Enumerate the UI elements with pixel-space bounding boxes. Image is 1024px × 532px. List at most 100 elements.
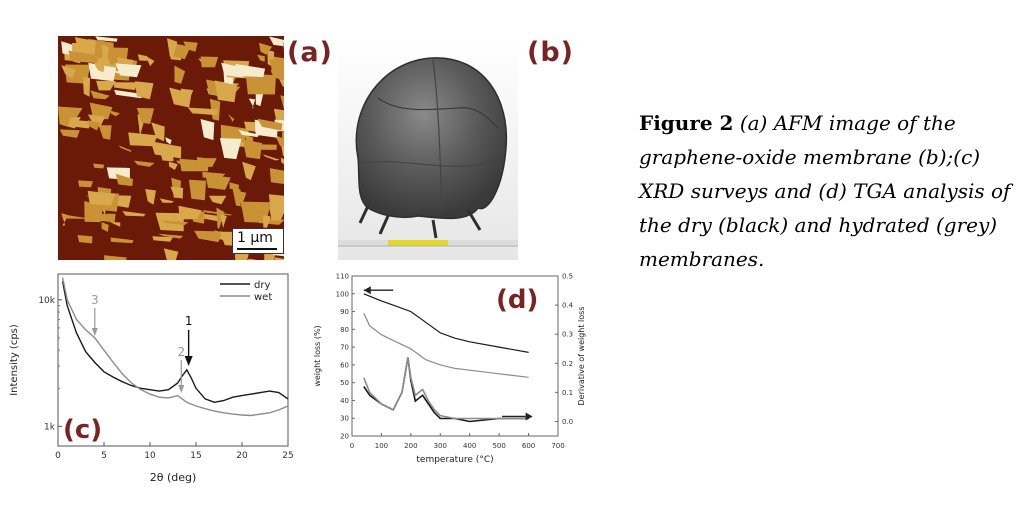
afm-flake <box>262 154 280 161</box>
afm-flake <box>93 62 105 73</box>
xrd-annotation-2: 2 <box>177 345 185 359</box>
afm-flake <box>275 135 284 148</box>
afm-flake <box>168 161 178 170</box>
afm-flake <box>108 110 120 117</box>
afm-flake <box>165 137 172 145</box>
afm-flake <box>269 168 284 184</box>
afm-flake <box>110 237 134 244</box>
xrd-x-tick-label: 10 <box>144 451 156 461</box>
caption-figure-number: Figure 2 <box>639 111 734 135</box>
tga-x-tick-label: 100 <box>375 442 388 450</box>
caption-text: (a) AFM image of the graphene-oxide memb… <box>639 111 1011 271</box>
membrane-photo-svg <box>338 38 518 260</box>
xrd-legend-label: wet <box>254 292 272 303</box>
afm-flake <box>278 78 284 87</box>
afm-texture <box>58 36 284 260</box>
afm-flake <box>162 220 189 226</box>
afm-flake <box>93 163 105 169</box>
tga-y2-tick-label: 0.1 <box>562 389 573 397</box>
xrd-x-tick-label: 20 <box>236 451 248 461</box>
afm-flake <box>71 119 91 129</box>
afm-flake <box>242 161 256 181</box>
membrane-photo <box>338 38 518 260</box>
tga-y-tick-label: 50 <box>340 379 349 387</box>
xrd-annotation-3: 3 <box>91 293 99 307</box>
afm-flakes <box>58 36 284 260</box>
xrd-annotation-1: 1 <box>185 314 193 328</box>
panel-label-c: (c) <box>63 415 102 445</box>
panel-label-d: (d) <box>496 285 538 315</box>
afm-flake <box>183 41 198 52</box>
afm-flake <box>61 65 76 79</box>
xrd-arrowhead-2 <box>178 385 185 393</box>
afm-flake <box>152 236 173 242</box>
xrd-x-axis-label: 2θ (deg) <box>150 471 197 484</box>
afm-flake <box>220 124 250 142</box>
afm-flake <box>133 160 155 167</box>
xrd-series-dry <box>61 281 289 404</box>
tga-x-tick-label: 0 <box>350 442 354 450</box>
tga-y-tick-label: 80 <box>340 326 349 334</box>
afm-flake <box>88 62 117 82</box>
afm-flake <box>158 233 184 239</box>
xrd-arrowhead-1 <box>184 356 193 366</box>
afm-flake <box>262 215 271 228</box>
afm-flake <box>280 157 284 165</box>
tga-y2-tick-label: 0.4 <box>562 302 574 310</box>
afm-flake <box>227 114 235 123</box>
afm-flake <box>129 64 137 77</box>
figure-caption: Figure 2 (a) AFM image of the graphene-o… <box>639 106 1019 276</box>
afm-flake <box>128 132 158 147</box>
afm-flake <box>82 76 91 97</box>
afm-image: 1 μm <box>58 36 284 260</box>
afm-flake <box>81 39 93 58</box>
afm-flake <box>144 55 155 67</box>
xrd-series-wet <box>61 277 289 417</box>
afm-flake <box>122 211 146 217</box>
afm-flake <box>245 73 276 95</box>
afm-flake <box>200 119 215 141</box>
tga-y-tick-label: 100 <box>336 290 349 298</box>
afm-flake <box>167 38 178 57</box>
xrd-chart: 0 5 10 15 20 25 10k 1k 2θ (deg) Intensity (cps) dr… <box>0 268 305 488</box>
afm-flake <box>58 106 83 118</box>
tga-left-arrowhead <box>363 286 371 295</box>
afm-flake <box>220 213 227 232</box>
afm-flake <box>273 108 284 122</box>
afm-flake <box>235 64 266 78</box>
afm-flake <box>269 59 284 81</box>
afm-flake <box>101 44 109 67</box>
xrd-x-tick-label: 5 <box>101 451 107 461</box>
afm-flake <box>170 186 184 199</box>
tga-y2-axis-label: Derivative of weight loss <box>577 306 586 405</box>
afm-flake <box>178 205 202 220</box>
afm-flake <box>231 184 241 207</box>
afm-flake <box>274 257 284 260</box>
afm-flake <box>188 107 218 116</box>
tga-x-tick-label: 300 <box>434 442 447 450</box>
tga-y2-tick-label: 0.0 <box>562 418 573 426</box>
afm-flake <box>109 222 121 227</box>
afm-flake <box>268 194 284 212</box>
afm-flake <box>202 171 226 178</box>
afm-flake <box>117 57 134 65</box>
xrd-x-tick-label: 0 <box>55 451 61 461</box>
afm-flake <box>96 80 116 91</box>
afm-flake <box>257 54 265 62</box>
afm-flake <box>135 81 154 100</box>
afm-flake <box>163 248 179 260</box>
xrd-y-axis-label: Intensity (cps) <box>9 324 20 396</box>
afm-flake <box>174 65 186 84</box>
afm-flake <box>136 107 155 124</box>
xrd-arrowhead-3 <box>91 328 98 336</box>
tga-chart: 0 100 200 300 400 500 600 700 20 30 40 50 60 70 80 90 10… <box>300 266 590 486</box>
afm-flake <box>180 88 194 100</box>
afm-flake <box>59 129 80 138</box>
afm-flake <box>118 145 132 152</box>
tga-x-tick-label: 600 <box>522 442 535 450</box>
panel-label-b: (b) <box>527 37 575 68</box>
afm-flake <box>113 82 139 90</box>
afm-flake <box>101 222 109 232</box>
xrd-chart-svg: 0 5 10 15 20 25 10k 1k 2θ (deg) Intensity (cps) dr… <box>9 273 294 484</box>
afm-flake <box>255 144 277 150</box>
